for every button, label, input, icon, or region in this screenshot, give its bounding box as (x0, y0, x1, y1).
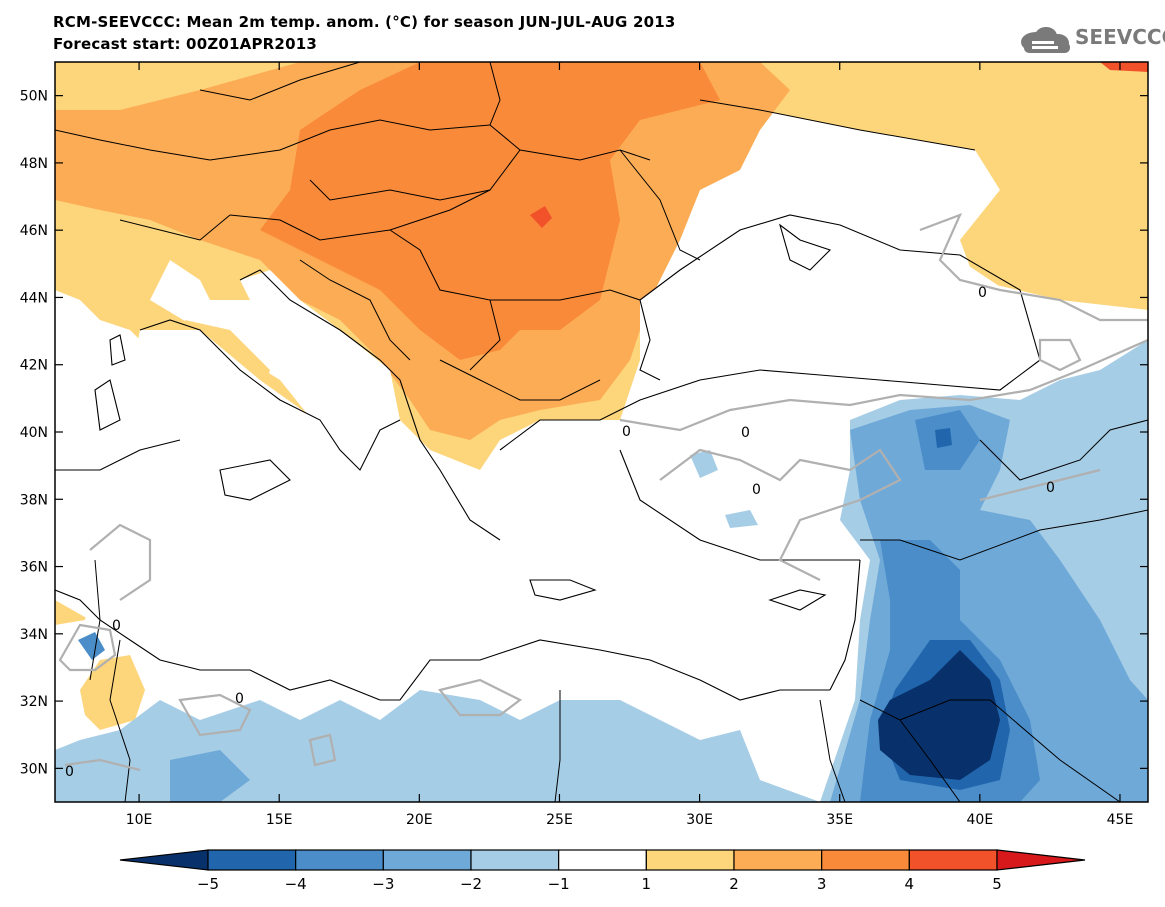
colorbar-box (645, 849, 735, 871)
lat-tick-label: 34N (20, 627, 48, 643)
colorbar: −5 −4 −3 −2 −1 1 2 3 4 5 (119, 849, 1086, 893)
mediterranean-sea (55, 430, 860, 700)
colorbar-label: −3 (372, 875, 394, 893)
colorbar-box (207, 849, 297, 871)
anomaly-band-neg3-4-tunisia (78, 632, 105, 660)
forecast-start-subtitle: Forecast start: 00Z01APR2013 (53, 35, 317, 53)
longitude-axis: 10E 15E 20E 25E 30E 35E 40E 45E (126, 62, 1134, 828)
colorbar-box (382, 849, 472, 871)
contour-labels: 0 0 0 0 0 0 0 0 (65, 285, 1055, 780)
contour-label: 0 (112, 618, 121, 634)
colorbar-box (295, 849, 384, 871)
colorbar-label: −5 (197, 875, 219, 893)
lat-tick-label: 50N (20, 89, 48, 105)
colorbar-label: −4 (285, 875, 307, 893)
lon-tick-label: 10E (126, 812, 153, 828)
lat-tick-label: 36N (20, 560, 48, 576)
contour-label: 0 (752, 482, 761, 498)
anomaly-band-below-neg5 (878, 650, 1000, 780)
cloud-logo-icon (1021, 27, 1070, 53)
colorbar-box (821, 849, 910, 871)
colorbar-label: 3 (817, 875, 827, 893)
anomaly-band-1-2-libya (80, 655, 145, 730)
lon-tick-label: 40E (967, 812, 994, 828)
adriatic-sea (240, 270, 400, 430)
lon-tick-label: 35E (826, 812, 853, 828)
colorbar-box (470, 849, 560, 871)
lon-tick-label: 30E (686, 812, 713, 828)
seevccc-logo (1021, 27, 1070, 53)
lat-tick-label: 48N (20, 156, 48, 172)
colorbar-label: −1 (548, 875, 570, 893)
colorbar-box (733, 849, 823, 871)
lat-tick-label: 40N (20, 425, 48, 441)
colorbar-min-triangle (119, 849, 209, 871)
colorbar-max-triangle (996, 849, 1086, 871)
contour-label: 0 (622, 424, 631, 440)
contour-label: 0 (1046, 480, 1055, 496)
lat-tick-label: 30N (20, 761, 48, 777)
zero-contours (58, 213, 1148, 772)
lon-tick-label: 45E (1107, 812, 1134, 828)
colorbar-box (908, 849, 998, 871)
anomaly-band-neg4-5-turkey (935, 428, 952, 448)
contour-label: 0 (235, 691, 244, 707)
anomaly-band-neg1-2-turkey2 (725, 510, 758, 528)
contour-label: 0 (65, 764, 74, 780)
anomaly-field (55, 62, 1148, 802)
lon-tick-label: 15E (266, 812, 293, 828)
anomaly-band-neg1-2-turkey (690, 450, 718, 478)
lon-tick-label: 20E (406, 812, 433, 828)
map-title: RCM-SEEVCCC: Mean 2m temp. anom. (°C) fo… (53, 13, 676, 31)
colorbar-label: −2 (460, 875, 482, 893)
lat-tick-label: 46N (20, 223, 48, 239)
colorbar-label: 4 (905, 875, 915, 893)
colorbar-label: 1 (642, 875, 652, 893)
black-sea (640, 220, 1040, 390)
logo-text: SEEVCCC (1075, 25, 1165, 49)
tyrrhenian-sea (130, 330, 330, 480)
colorbar-label: 5 (992, 875, 1002, 893)
contour-label: 0 (741, 425, 750, 441)
country-borders (55, 62, 1148, 802)
anomaly-band-4-5-ukraine (1100, 62, 1148, 72)
lon-tick-label: 25E (546, 812, 573, 828)
lat-tick-label: 32N (20, 694, 48, 710)
colorbar-box (558, 849, 647, 871)
anomaly-band-neg2-3-libya (170, 750, 250, 802)
contour-label: 0 (978, 285, 987, 301)
coastlines (55, 214, 1041, 701)
lat-tick-label: 42N (20, 358, 48, 374)
aegean-sea (500, 420, 630, 570)
lat-tick-label: 44N (20, 290, 48, 306)
colorbar-label: 2 (729, 875, 739, 893)
latitude-axis: 30N 32N 34N 36N 38N 40N 42N 44N 46N 48N 50N (20, 89, 1148, 777)
lat-tick-label: 38N (20, 492, 48, 508)
anomaly-band-4-5 (530, 206, 552, 228)
anomaly-band-3-4 (260, 62, 720, 360)
